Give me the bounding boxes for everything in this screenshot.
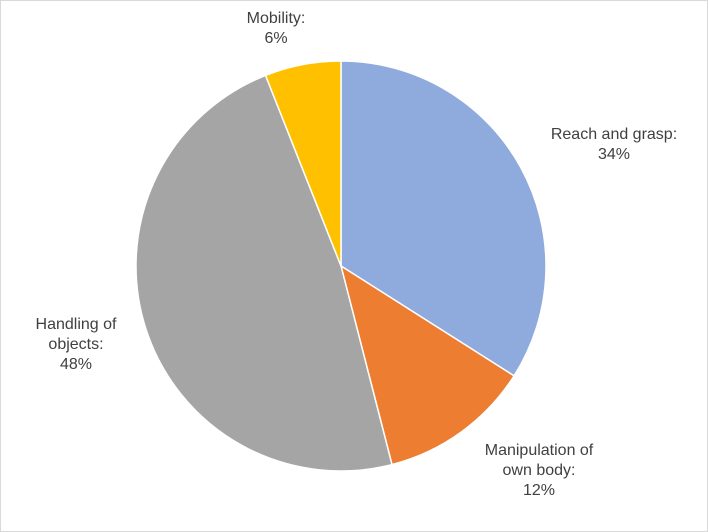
slice-label: Handling of objects: 48% [21, 315, 131, 375]
category-label: Manipulation of own body: [484, 442, 594, 479]
pie-slice [339, 264, 516, 466]
slice-label: Reach and grasp: 34% [524, 125, 704, 165]
value-label: 6% [264, 30, 288, 47]
slice-label: Manipulation of own body: 12% [469, 441, 609, 501]
pie-slice [340, 60, 547, 377]
pie-slice [264, 60, 342, 267]
category-label: Reach and grasp: [550, 126, 678, 143]
category-label: Mobility: [246, 10, 306, 27]
value-label: 34% [597, 146, 631, 163]
category-label: Handling of objects: [35, 316, 117, 353]
pie-slice [135, 74, 393, 472]
value-label: 12% [522, 482, 556, 499]
slice-label: Mobility: 6% [221, 9, 331, 49]
value-label: 48% [59, 356, 93, 373]
